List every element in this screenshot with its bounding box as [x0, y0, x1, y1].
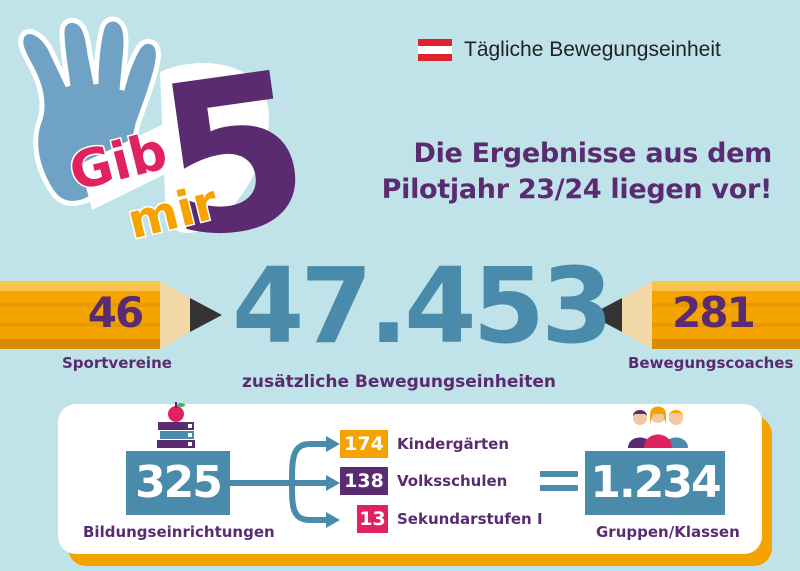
books-apple-icon [157, 402, 195, 448]
brand-title: Tägliche Bewegungseinheit [464, 38, 721, 61]
kindergaerten-label: Kindergärten [397, 435, 510, 453]
coaches-value: 281 [672, 288, 756, 337]
headline: Die Ergebnisse aus dem Pilotjahr 23/24 l… [381, 136, 773, 208]
bildungseinrichtungen-value: 325 [126, 451, 230, 515]
austria-flag-icon [418, 39, 452, 61]
pencil-left-icon [0, 281, 222, 349]
branch-arrows [230, 436, 340, 528]
bildungseinrichtungen-label: Bildungseinrichtungen [83, 523, 275, 541]
sekundarstufen-value: 13 [357, 505, 388, 533]
headline-line-1: Die Ergebnisse aus dem [413, 138, 772, 169]
people-group-icon [628, 406, 688, 448]
sportvereine-value: 46 [87, 288, 144, 337]
sportvereine-label: Sportvereine [62, 354, 172, 372]
headline-line-2: Pilotjahr 23/24 liegen vor! [381, 174, 773, 205]
coaches-label: Bewegungscoaches [628, 354, 794, 372]
main-label: zusätzliche Bewegungseinheiten [242, 372, 556, 392]
equals-icon [540, 471, 578, 493]
logo-number: 5 [144, 25, 310, 264]
volksschulen-value: 138 [340, 467, 388, 495]
sekundarstufen-label: Sekundarstufen I [397, 510, 543, 528]
gib-mir-5-logo: 5 Gib mir [18, 16, 310, 264]
brand-header: Tägliche Bewegungseinheit [418, 38, 721, 62]
gruppen-label: Gruppen/Klassen [596, 523, 740, 541]
kindergaerten-value: 174 [340, 430, 388, 458]
volksschulen-label: Volksschulen [397, 472, 508, 490]
gruppen-value: 1.234 [585, 451, 725, 515]
pencil-right-icon [590, 281, 800, 349]
main-value: 47.453 [232, 245, 613, 367]
